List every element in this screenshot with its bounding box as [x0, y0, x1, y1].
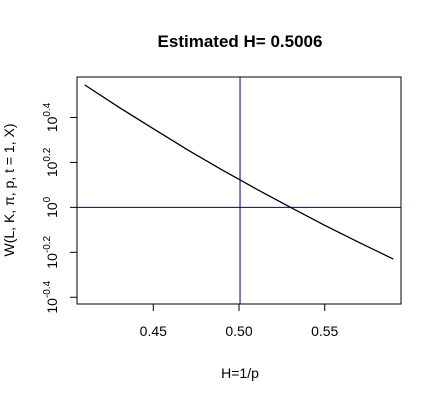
y-tick-label: 100 [42, 196, 60, 218]
y-tick-label: 100.4 [42, 102, 60, 132]
x-tick-label: 0.50 [225, 323, 252, 339]
y-tick-label: 100.2 [42, 147, 60, 177]
x-axis-label: H=1/p [221, 365, 259, 381]
chart-title: Estimated H= 0.5006 [158, 32, 323, 51]
y-axis: 10-0.4 10-0.2 100 100.2 100.4 [42, 102, 77, 314]
series-line [84, 84, 394, 260]
x-tick-label: 0.45 [140, 323, 167, 339]
y-tick-label: 10-0.2 [42, 235, 60, 268]
x-tick-label: 0.55 [311, 323, 338, 339]
y-axis-label: W(L, K, π, p, t = 1, X) [1, 124, 17, 257]
series-layer [84, 84, 394, 260]
y-tick-label: 10-0.4 [42, 280, 60, 313]
x-axis: 0.45 0.50 0.55 [140, 304, 339, 339]
